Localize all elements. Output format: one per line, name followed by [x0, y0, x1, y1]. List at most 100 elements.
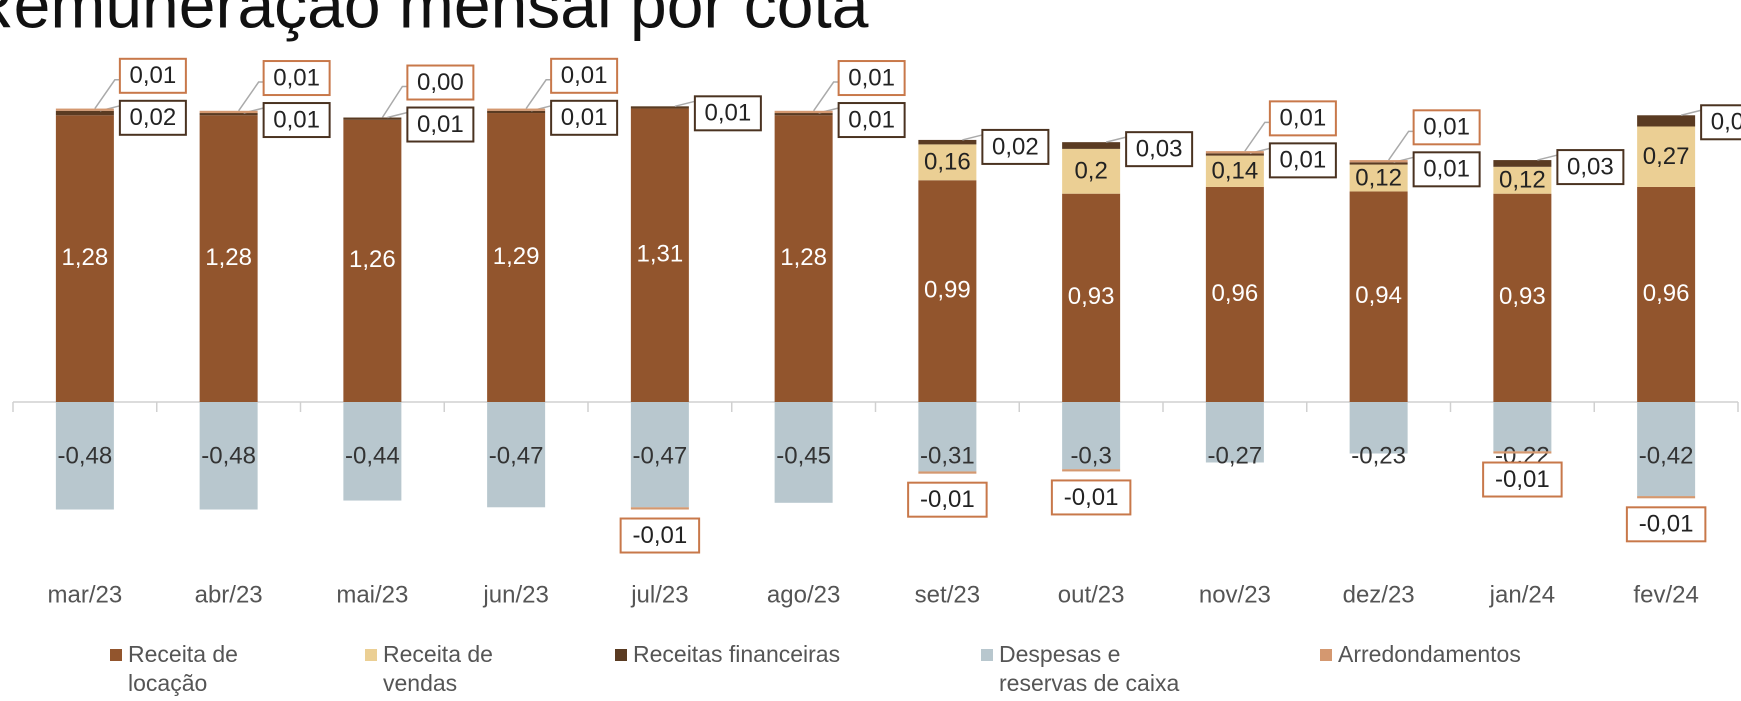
bar-segment: [1205, 186, 1264, 402]
data-label: 0,12: [1355, 164, 1402, 191]
bar-segment: [199, 110, 258, 114]
data-label: 0,02: [130, 104, 177, 131]
label-box: [1625, 506, 1707, 543]
data-label: 0,01: [417, 111, 464, 138]
legend-item: Arredondamentos: [1320, 640, 1598, 669]
data-label: -0,01: [1495, 466, 1550, 493]
bar-segment: [1205, 151, 1264, 154]
label-box: [406, 106, 475, 143]
bar-segment: [1205, 155, 1264, 187]
legend-item: Receita de locação: [110, 640, 268, 698]
x-tick-label: jan/24: [1489, 581, 1555, 608]
bar-segment: [1493, 451, 1552, 454]
label-box: [406, 64, 475, 101]
leader-line: [1105, 136, 1127, 143]
data-label: 0,96: [1212, 280, 1259, 307]
bar-segment: [1062, 193, 1121, 402]
bar-segment: [1493, 166, 1552, 194]
bar-segment: [918, 471, 977, 474]
legend-label: Receitas financeiras: [633, 641, 841, 667]
legend-swatch: [1320, 649, 1332, 661]
label-box: [262, 102, 331, 139]
x-tick-label: mar/23: [48, 581, 123, 608]
legend-swatch: [615, 649, 627, 661]
label-box: [118, 99, 187, 136]
data-label: -0,47: [633, 442, 688, 469]
bar-segment: [1205, 402, 1264, 463]
label-box: [1556, 149, 1625, 186]
label-box: [262, 60, 331, 97]
data-label: -0,01: [1064, 484, 1119, 511]
data-label: 0,01: [848, 64, 895, 91]
label-box: [693, 95, 762, 132]
legend: Receita de locação Receita de vendas Recei…: [0, 640, 1741, 701]
data-label: -0,27: [1208, 442, 1263, 469]
bar-segment: [1493, 193, 1552, 402]
label-box: [1050, 479, 1132, 516]
data-label: 1,31: [637, 241, 684, 268]
data-label: 0,01: [561, 104, 608, 131]
bar-segment: [199, 402, 258, 510]
bar-segment: [1062, 469, 1121, 472]
data-label: 1,26: [349, 246, 396, 273]
bar-segment: [1493, 160, 1552, 167]
legend-item: Receita de vendas: [365, 640, 513, 698]
label-box: [1700, 104, 1741, 141]
bar-segment: [1349, 191, 1408, 402]
data-label: -0,01: [633, 522, 688, 549]
x-tick-label: set/23: [915, 581, 980, 608]
data-label: 0,01: [273, 106, 320, 133]
data-label: 0,03: [1136, 136, 1183, 163]
data-label: 0,94: [1355, 282, 1402, 309]
data-label: 0,01: [273, 64, 320, 91]
label-box: [1412, 151, 1481, 188]
bar-segment: [487, 113, 546, 402]
bar-segment: [1493, 402, 1552, 452]
data-label: 1,28: [62, 244, 109, 271]
data-label: 0,01: [1423, 114, 1470, 141]
leader-line: [813, 81, 839, 112]
legend-item: Receitas financeiras: [615, 640, 913, 669]
data-label: -0,01: [1639, 511, 1694, 538]
legend-label: Despesas e reservas de caixa: [999, 641, 1180, 696]
data-label: 0,93: [1499, 283, 1546, 310]
bar-segment: [1637, 126, 1696, 187]
bar-segment: [1349, 162, 1408, 165]
label-box: [1268, 100, 1337, 137]
bar-segment: [199, 115, 258, 402]
data-label: 0,05: [1711, 109, 1741, 136]
label-box: [1268, 142, 1337, 179]
bar-segment: [55, 402, 114, 510]
data-label: 0,2: [1074, 158, 1107, 185]
data-label: -0,48: [58, 442, 113, 469]
bar-segment: [343, 117, 402, 120]
leader-line: [387, 111, 408, 119]
legend-label: Arredondamentos: [1338, 641, 1521, 667]
leader-line: [238, 81, 264, 112]
bar-segment: [1062, 148, 1121, 194]
bar-segment: [55, 110, 114, 116]
x-tick-label: ago/23: [767, 581, 840, 608]
bar-segment: [774, 110, 833, 114]
label-box: [118, 57, 187, 94]
data-label: 0,03: [1567, 153, 1614, 180]
data-label: 0,93: [1068, 283, 1115, 310]
bar-segment: [1062, 402, 1121, 470]
legend-swatch: [365, 649, 377, 661]
label-box: [550, 99, 619, 136]
bar-segment: [630, 108, 689, 402]
leader-line: [674, 100, 696, 108]
label-box: [550, 57, 619, 94]
bar-segment: [774, 402, 833, 503]
bar-segment: [1062, 142, 1121, 149]
x-tick-label: jun/23: [482, 581, 548, 608]
bar-segment: [630, 106, 689, 109]
chart-title: Remuneração mensal por cota: [0, 0, 869, 41]
data-label: 0,01: [1423, 156, 1470, 183]
leader-line: [525, 79, 552, 109]
leader-line: [1537, 154, 1558, 161]
data-label: -0,48: [201, 442, 256, 469]
x-tick-label: out/23: [1058, 581, 1125, 608]
legend-swatch: [981, 649, 993, 661]
data-label: 0,01: [130, 62, 177, 89]
